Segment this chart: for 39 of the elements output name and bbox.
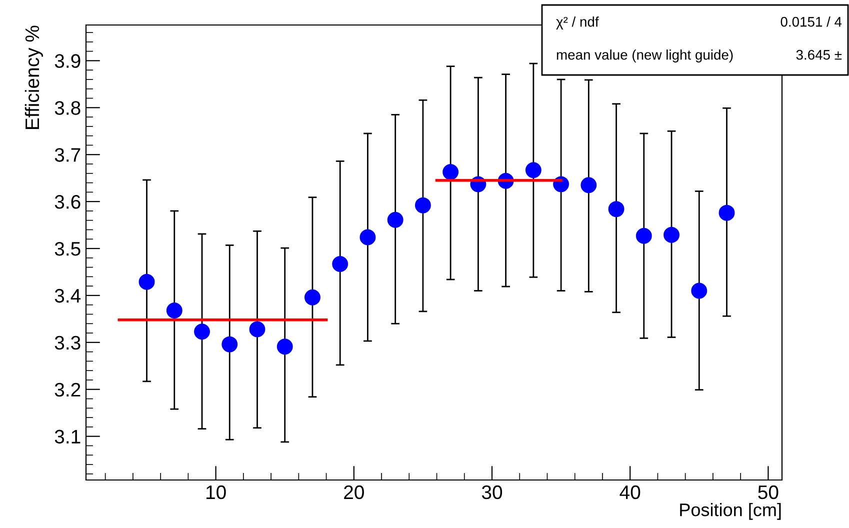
point <box>608 201 624 218</box>
point <box>222 336 238 352</box>
point <box>194 324 210 340</box>
x-tick-label: 20 <box>344 485 364 500</box>
y-tick-label: 3.7 <box>54 148 80 162</box>
annotation: mean value (new light guide) <box>556 50 733 62</box>
y-tick-label: 3.4 <box>54 288 81 303</box>
annotation: 0.0151 / 4 <box>780 16 842 27</box>
point <box>718 204 735 221</box>
point <box>525 162 542 178</box>
point <box>414 197 431 214</box>
y-tick-label: 3.9 <box>54 54 80 68</box>
x-tick-label: 30 <box>482 485 502 500</box>
y-tick-label: 3.5 <box>54 242 80 256</box>
point <box>304 289 320 306</box>
point <box>691 282 708 299</box>
y-tick-label: 3.2 <box>54 382 80 397</box>
point <box>332 256 348 272</box>
point <box>387 212 404 228</box>
point <box>442 164 459 180</box>
y-tick-label: 3.6 <box>54 195 80 209</box>
y-axis-title: Efficiency % <box>24 26 43 129</box>
point <box>276 338 293 355</box>
x-tick-label: 50 <box>758 485 778 500</box>
annotation: χ² / ndf <box>556 16 599 30</box>
x-axis-title: Position [cm] <box>680 502 781 520</box>
point <box>360 229 376 246</box>
y-tick-label: 3.1 <box>54 430 80 444</box>
text: 3.645 ± <box>796 50 842 60</box>
y-tick-label: 3.8 <box>54 101 80 115</box>
x-tick-label: 40 <box>620 485 640 500</box>
point <box>664 226 680 243</box>
point <box>580 177 597 194</box>
point <box>166 302 182 318</box>
y-tick-label: 3.3 <box>54 336 80 350</box>
x-tick-label: 10 <box>206 485 226 500</box>
point <box>138 274 155 290</box>
point <box>249 321 266 338</box>
point <box>636 228 652 244</box>
